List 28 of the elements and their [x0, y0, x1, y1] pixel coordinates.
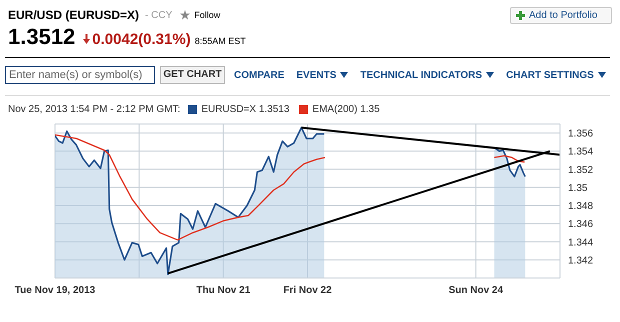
text: Follow	[194, 10, 220, 20]
legend-title: Nov 25, 2013 1:54 PM - 2:12 PM GMT:	[8, 104, 180, 115]
y-tick-label: 1.35	[568, 182, 588, 194]
text: Enter name(s) or symbol(s)	[5, 66, 155, 84]
y-tick-label: 1.348	[568, 201, 594, 212]
text: 1.3512	[8, 24, 76, 50]
y-tick-label: 1.356	[568, 128, 594, 140]
legend-label: EURUSD=X 1.3513	[201, 104, 290, 115]
y-tick-label: 1.352	[568, 164, 594, 176]
text: GET CHART	[160, 66, 225, 84]
text: COMPARE	[234, 70, 284, 80]
chart-title: EUR/USD (EURUSD=X)	[8, 8, 140, 22]
x-tick-label: Tue Nov 19, 2013	[14, 285, 96, 296]
text: TECHNICAL INDICATORS	[360, 70, 484, 80]
text: 8:55AM EST	[194, 36, 246, 46]
y-tick-label: 1.346	[568, 219, 594, 230]
y-tick-label: 1.344	[568, 237, 594, 248]
x-tick-label: Sun Nov 24	[448, 285, 504, 296]
text: - CCY	[145, 10, 172, 20]
text: 0.0042(0.31%)	[92, 31, 191, 48]
text: EVENTS	[296, 70, 338, 80]
text: Add to Portfolio	[529, 9, 598, 23]
legend-label: EMA(200) 1.35	[312, 104, 380, 115]
text: CHART SETTINGS	[506, 70, 595, 80]
x-tick-label: Thu Nov 21	[196, 285, 251, 296]
y-tick-label: 1.342	[568, 255, 594, 266]
x-tick-label: Fri Nov 22	[283, 285, 332, 296]
y-tick-label: 1.354	[568, 146, 594, 158]
